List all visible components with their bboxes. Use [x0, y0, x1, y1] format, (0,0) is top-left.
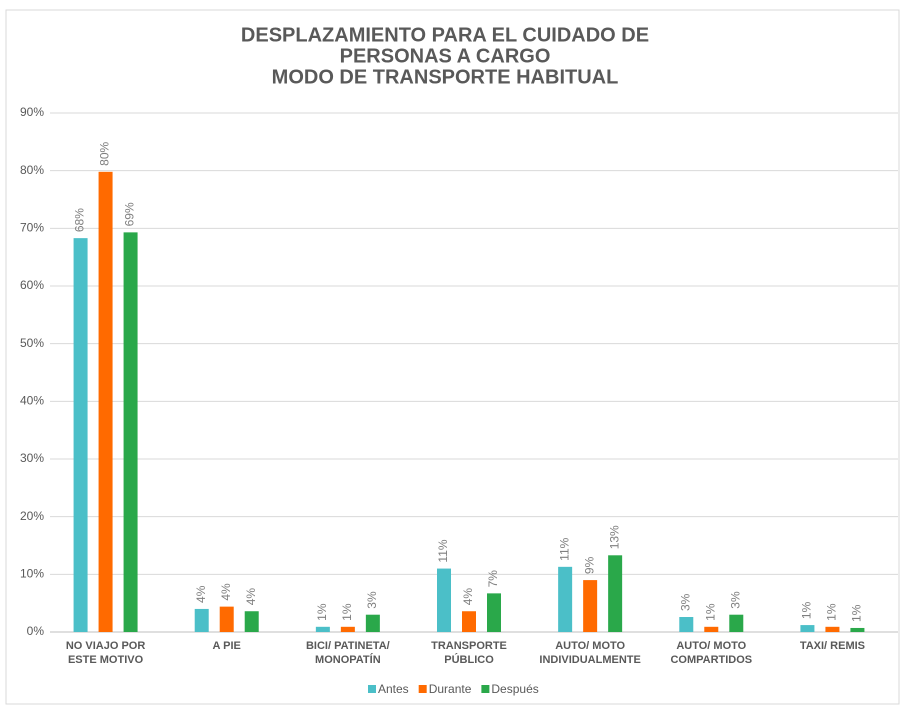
value-label: 4% — [461, 588, 475, 606]
x-tick-label: ESTE MOTIVO — [68, 654, 144, 666]
bar — [679, 617, 694, 632]
value-label: 3% — [728, 591, 742, 609]
bar — [704, 626, 719, 632]
x-tick-label: MONOPATÍN — [315, 653, 381, 666]
x-tick-label: BICI/ PATINETA/ — [306, 640, 390, 652]
value-label: 4% — [219, 583, 233, 601]
legend-label: Después — [491, 682, 538, 696]
bar — [729, 614, 744, 632]
y-tick-label: 30% — [20, 451, 44, 465]
value-label: 1% — [850, 604, 864, 622]
chart-border — [5, 9, 900, 705]
x-tick-label: NO VIAJO POR — [66, 640, 146, 652]
bar — [315, 626, 330, 632]
legend-swatch — [418, 685, 427, 693]
value-label: 69% — [123, 202, 137, 226]
legend-label: Durante — [429, 682, 472, 696]
x-tick-label: A PIE — [213, 640, 241, 652]
bar — [558, 566, 573, 632]
value-label: 13% — [607, 525, 621, 549]
y-tick-label: 90% — [20, 105, 44, 119]
value-label: 7% — [486, 570, 500, 588]
bar — [800, 625, 815, 632]
value-label: 1% — [800, 601, 814, 619]
bar — [850, 627, 865, 632]
bar — [365, 614, 380, 632]
y-tick-label: 70% — [20, 221, 44, 235]
bar — [244, 611, 259, 632]
bar — [98, 171, 113, 632]
value-label: 3% — [678, 593, 692, 611]
value-label: 1% — [340, 603, 354, 621]
x-tick-label: AUTO/ MOTO — [676, 640, 746, 652]
y-tick-label: 80% — [20, 163, 44, 177]
x-tick-label: PÚBLICO — [444, 653, 494, 666]
y-tick-label: 40% — [20, 394, 44, 408]
bar — [825, 626, 840, 632]
value-label: 1% — [825, 603, 839, 621]
value-label: 1% — [703, 603, 717, 621]
x-tick-label: TRANSPORTE — [431, 640, 507, 652]
legend-label: Antes — [378, 682, 409, 696]
chart-title: DESPLAZAMIENTO PARA EL CUIDADO DE — [241, 24, 649, 46]
bar — [123, 232, 138, 632]
bar — [194, 608, 209, 632]
x-tick-label: COMPARTIDOS — [670, 654, 752, 666]
y-tick-label: 0% — [27, 624, 45, 638]
x-tick-label: INDIVIDUALMENTE — [539, 654, 640, 666]
y-tick-label: 20% — [20, 509, 44, 523]
value-label: 3% — [365, 591, 379, 609]
x-tick-label: AUTO/ MOTO — [555, 640, 625, 652]
value-label: 9% — [582, 556, 596, 574]
bar — [583, 580, 598, 632]
bar — [608, 555, 623, 632]
bar — [73, 238, 88, 633]
bar — [219, 606, 234, 632]
y-tick-label: 60% — [20, 278, 44, 292]
value-label: 4% — [244, 588, 258, 606]
x-tick-label: TAXI/ REMIS — [800, 640, 865, 652]
value-label: 11% — [557, 537, 571, 560]
bar — [487, 593, 501, 632]
chart-title: PERSONAS A CARGO — [340, 45, 551, 67]
value-label: 4% — [194, 585, 208, 603]
bar — [340, 626, 355, 632]
y-tick-label: 10% — [20, 567, 44, 581]
y-tick-label: 50% — [20, 336, 44, 350]
legend-swatch — [481, 685, 490, 693]
value-label: 1% — [315, 603, 329, 621]
bar — [437, 568, 451, 632]
chart-title: MODO DE TRANSPORTE HABITUAL — [272, 66, 619, 88]
value-label: 68% — [73, 208, 87, 232]
bar — [462, 611, 476, 632]
legend-swatch — [368, 685, 376, 693]
value-label: 11% — [436, 539, 450, 562]
value-label: 80% — [98, 141, 112, 165]
